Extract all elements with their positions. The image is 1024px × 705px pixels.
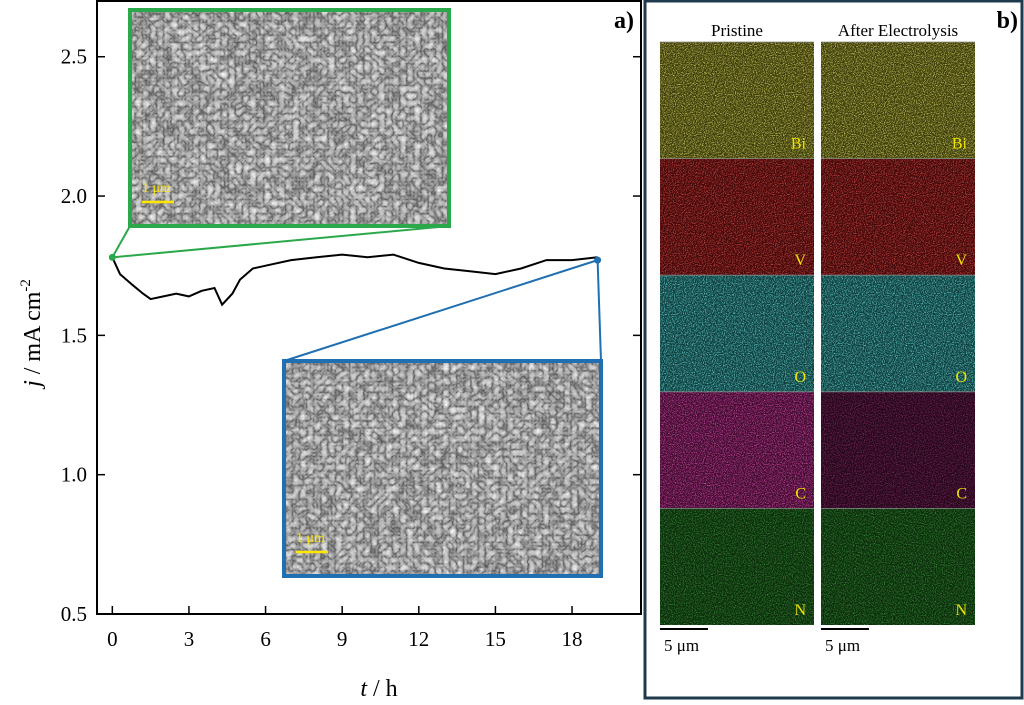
eds-map-noise [821, 42, 975, 159]
connector [112, 225, 450, 259]
element-label: C [795, 485, 806, 502]
y-tick-label: 0.5 [61, 602, 87, 626]
y-tick-label: 2.5 [61, 45, 87, 69]
element-label: V [955, 252, 967, 269]
x-tick-label: 15 [485, 627, 506, 651]
text-part: t [360, 676, 368, 700]
eds-map-noise [821, 391, 975, 509]
text-part: j [20, 380, 46, 390]
eds-map-noise [660, 42, 814, 159]
column-title: Pristine [711, 21, 763, 40]
element-label: V [794, 252, 806, 269]
eds-map-noise [821, 508, 975, 625]
plot-frame [96, 0, 642, 615]
panel-a: 0.5 1.0 1.5 2.0 2.5 0 3 6 9 12 15 18 t / h j / mA cm-… [18, 0, 642, 702]
scale-bar-label: 1 μm [296, 531, 325, 546]
eds-map-noise [660, 391, 814, 509]
scale-bar-label: 1 μm [142, 181, 171, 196]
element-label: N [794, 602, 806, 619]
element-label: C [956, 485, 967, 502]
inset-marker [108, 253, 116, 261]
sem-image [284, 361, 601, 576]
panel-b: b) Pristine Bi V O C N 5 μm After Electrolysis Bi… [643, 0, 1024, 700]
element-label: O [955, 369, 967, 386]
eds-map-noise [660, 508, 814, 625]
inset-frame [128, 8, 451, 228]
inset-marker [594, 256, 602, 264]
element-label: O [794, 369, 806, 386]
connector [283, 259, 598, 362]
connector [596, 260, 602, 362]
eds-map-noise [660, 158, 814, 276]
scale-bar-label: 5 μm [825, 636, 860, 655]
y-tick-label: 1.0 [61, 463, 87, 487]
data-line [111, 253, 598, 307]
x-tick-label: 3 [184, 627, 195, 651]
element-label: N [955, 602, 967, 619]
column-title: After Electrolysis [838, 21, 958, 40]
y-tick-label: 1.5 [61, 323, 87, 347]
y-tick-label: 2.0 [61, 184, 87, 208]
y-axis-label: j / mA cm-2 [18, 279, 46, 390]
eds-map-noise [821, 275, 975, 392]
element-label: Bi [791, 136, 807, 153]
connector [111, 225, 131, 258]
eds-map-noise [821, 158, 975, 276]
x-tick-label: 18 [562, 627, 583, 651]
x-tick-label: 0 [107, 627, 118, 651]
x-tick-label: 12 [408, 627, 429, 651]
panel-label: b) [997, 8, 1018, 34]
sem-image [130, 10, 449, 226]
x-tick-label: 6 [260, 627, 271, 651]
text-part: / mA cm [20, 291, 46, 380]
x-tick-label: 9 [337, 627, 348, 651]
panel-frame [643, 0, 1024, 700]
inset-frame [282, 359, 603, 578]
panel-label: a) [614, 8, 634, 34]
text-part: -2 [18, 279, 34, 292]
text-part: / h [367, 676, 398, 700]
eds-map-noise [660, 275, 814, 392]
element-label: Bi [952, 136, 968, 153]
x-axis-label: t / h [360, 676, 397, 700]
scale-bar-label: 5 μm [664, 636, 699, 655]
